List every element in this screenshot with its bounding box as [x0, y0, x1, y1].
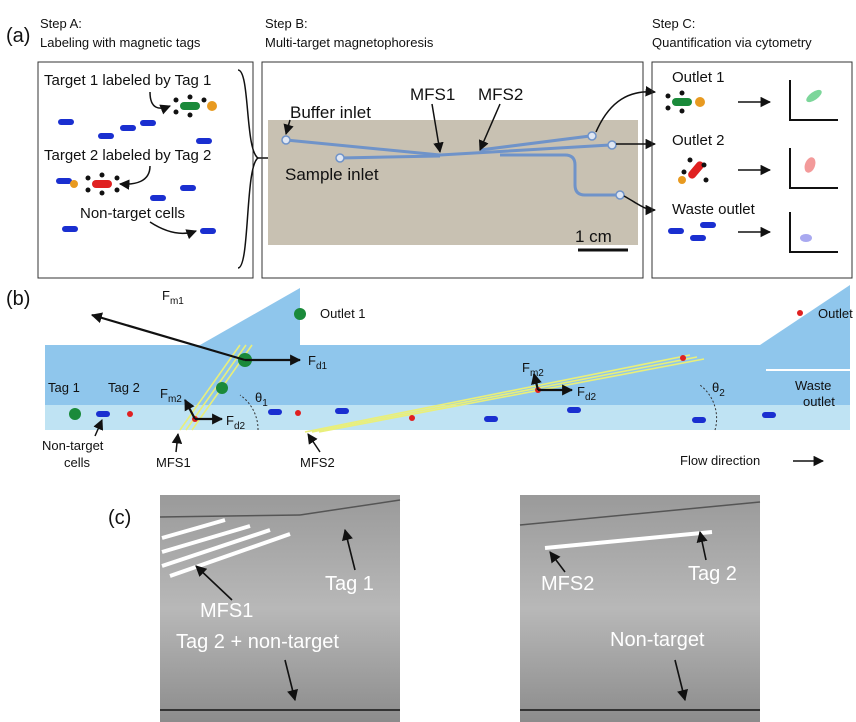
channel-lower: [45, 405, 850, 430]
cytometry-icons: [666, 80, 839, 252]
label: Outlet 2: [672, 132, 725, 149]
step-subtitle: Multi-target magnetophoresis: [265, 35, 434, 50]
label: MFS1: [410, 85, 455, 104]
arrow: [150, 92, 170, 108]
figure: (a) Step A: Labeling with magnetic tags …: [0, 0, 856, 722]
arrow: [120, 166, 150, 184]
step-title: Step A:: [40, 16, 82, 31]
label: Target 2 labeled by Tag 2: [44, 147, 211, 164]
panel-label: (b): [6, 288, 30, 310]
label: Flow direction: [680, 453, 760, 468]
step-subtitle: Quantification via cytometry: [652, 35, 812, 50]
label: MFS1: [200, 600, 253, 622]
outlet-branch: [200, 288, 300, 345]
label: outlet: [803, 394, 835, 409]
label: MFS1: [156, 455, 191, 470]
label: Outlet 2: [818, 306, 856, 321]
panel-c: (c) MFS1 Tag 1 Tag 2 + non-target MFS2 T…: [108, 495, 760, 722]
label: cells: [64, 455, 91, 470]
label: Buffer inlet: [290, 103, 371, 122]
label: Tag 1: [48, 380, 80, 395]
label: MFS2: [478, 85, 523, 104]
step-subtitle: Labeling with magnetic tags: [40, 35, 201, 50]
label: Sample inlet: [285, 165, 379, 184]
label: Non-target: [42, 438, 104, 453]
brace: [238, 70, 258, 268]
label: Outlet 1: [320, 306, 366, 321]
arrow: [150, 222, 196, 233]
label: Tag 2: [688, 563, 737, 585]
label: MFS2: [300, 455, 335, 470]
label: MFS2: [541, 573, 594, 595]
step-title: Step C:: [652, 16, 695, 31]
micrograph: [520, 495, 760, 722]
label: Tag 1: [325, 573, 374, 595]
box: [38, 62, 253, 278]
label: Non-target: [610, 629, 705, 651]
label: Target 1 labeled by Tag 1: [44, 72, 211, 89]
panel-label: (c): [108, 507, 131, 529]
force-label: Fm1: [162, 288, 184, 307]
label: Waste outlet: [672, 201, 756, 218]
label: Outlet 1: [672, 69, 725, 86]
label: 1 cm: [575, 227, 612, 246]
label: Waste: [795, 378, 831, 393]
label: Non-target cells: [80, 205, 185, 222]
panel-b: (b) Fm1 Fd1 Fm2 Fd2 θ1 Fm2 Fd2 θ2 Outlet…: [6, 285, 856, 470]
label: Tag 2: [108, 380, 140, 395]
step-title: Step B:: [265, 16, 308, 31]
panel-label: (a): [6, 25, 30, 47]
arrow: [308, 434, 320, 452]
panel-a: (a) Step A: Labeling with magnetic tags …: [6, 16, 852, 278]
arrow: [176, 434, 178, 452]
label: Tag 2 + non-target: [176, 631, 339, 653]
